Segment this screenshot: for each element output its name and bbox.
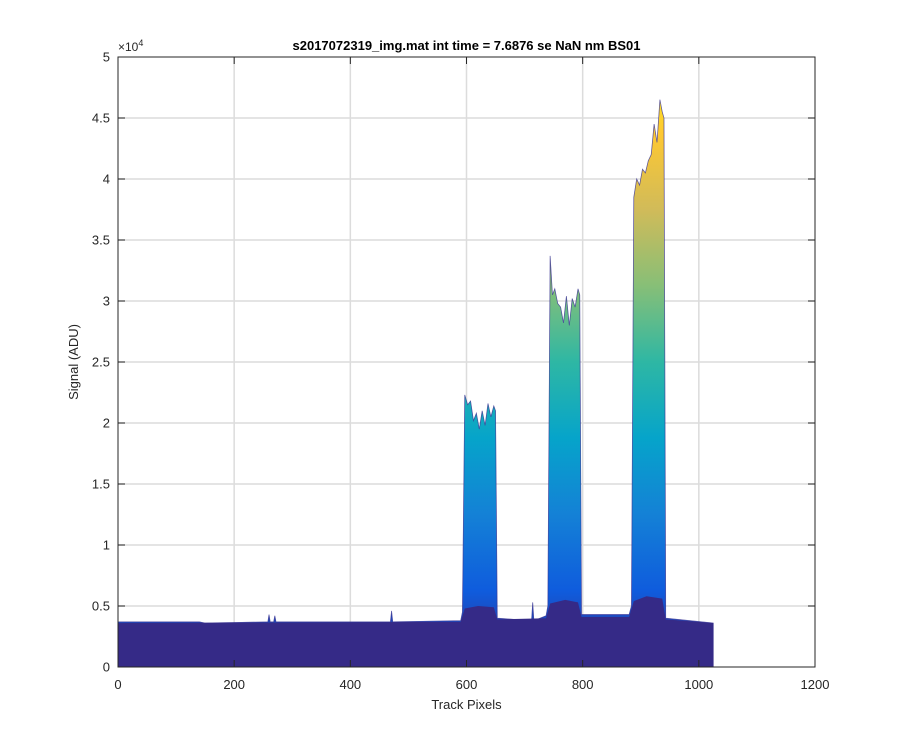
x-tick-label: 200	[223, 677, 245, 692]
x-tick-label: 400	[339, 677, 361, 692]
y-tick-label: 1	[103, 538, 110, 553]
y-tick-label: 1.5	[92, 477, 110, 492]
y-tick-label: 4	[103, 172, 110, 187]
chart-title: s2017072319_img.mat int time = 7.6876 se…	[293, 38, 641, 53]
y-tick-label: 0	[103, 660, 110, 675]
y-tick-label: 2.5	[92, 355, 110, 370]
x-tick-label: 1000	[684, 677, 713, 692]
y-tick-label: 3.5	[92, 233, 110, 248]
signal-surface	[117, 99, 714, 668]
x-tick-label: 1200	[801, 677, 830, 692]
y-tick-label: 3	[103, 294, 110, 309]
y-exponent-power: 4	[138, 38, 143, 48]
series-crest-line	[118, 99, 714, 624]
x-tick-label: 600	[456, 677, 478, 692]
y-axis-label: Signal (ADU)	[66, 324, 81, 400]
series-area-1	[118, 596, 714, 667]
tick-labels: 0 200 400 600 800 1000 1200 0 0.5 1 1.5 2 2.5 3 3.5 4 4.…	[92, 50, 830, 693]
axes	[117, 56, 816, 668]
y-tick-label: 2	[103, 416, 110, 431]
y-tick-label: 4.5	[92, 111, 110, 126]
y-tick-label: 5	[103, 50, 110, 65]
y-axis-exponent: ×104	[118, 38, 143, 54]
x-axis-label: Track Pixels	[431, 697, 502, 712]
y-tick-label: 0.5	[92, 599, 110, 614]
y-exponent-base: ×10	[118, 40, 139, 54]
x-tick-label: 800	[572, 677, 594, 692]
x-tick-label: 0	[114, 677, 121, 692]
